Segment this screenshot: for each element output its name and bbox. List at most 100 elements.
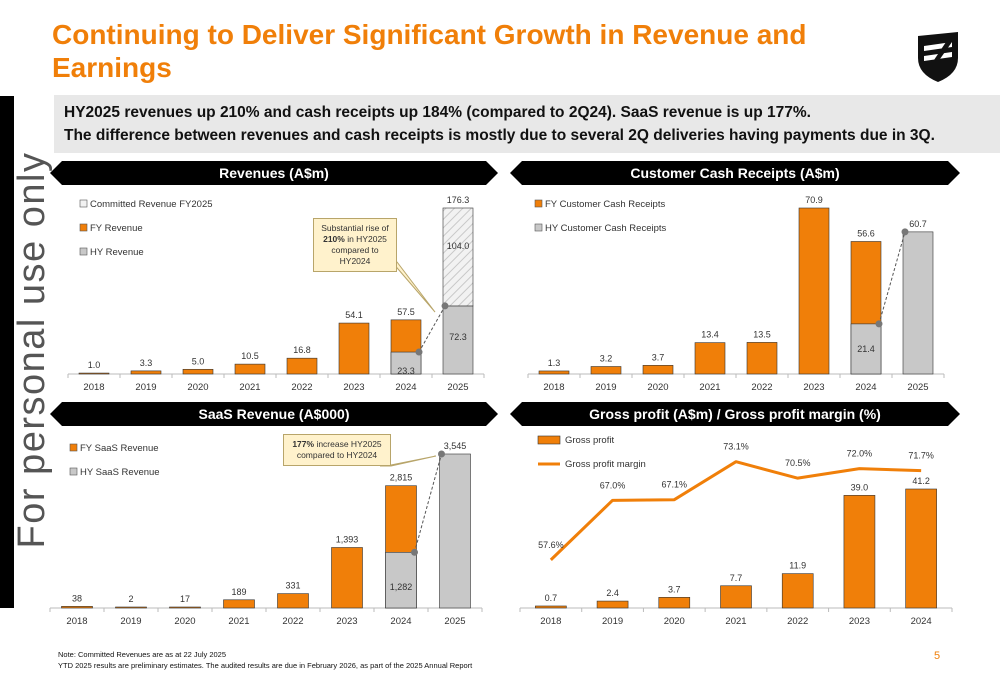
banner-saas: SaaS Revenue (A$000) — [50, 402, 498, 426]
gp-xtick-label-2022: 2022 — [787, 616, 808, 627]
cash-bar-fy-2023 — [798, 207, 830, 375]
gp-margin-label-2021: 73.1% — [723, 442, 749, 452]
rev-xtick-label-2020: 2020 — [187, 382, 208, 393]
gp-xtick-label-2019: 2019 — [602, 616, 623, 627]
gp-label-2023: 39.0 — [851, 482, 869, 492]
rev-legend-swatch-0 — [79, 199, 88, 208]
rev-label-fy-2018: 1.0 — [88, 360, 101, 370]
gp-bar-2021 — [720, 585, 752, 609]
summary-line-2: The difference between revenues and cash… — [64, 127, 935, 144]
rev-xtick-label-2023: 2023 — [343, 382, 364, 393]
cash-bar-fy-2021 — [694, 342, 726, 375]
rev-bar-hy-2024 — [390, 351, 422, 375]
saas-xtick-label-2022: 2022 — [282, 616, 303, 627]
page-number: 5 — [934, 650, 941, 662]
gp-xtick-label-2020: 2020 — [664, 616, 685, 627]
cash-connector-dot-start — [875, 320, 883, 328]
summary-line-1: HY2025 revenues up 210% and cash receipt… — [64, 104, 811, 121]
cash-xtick-label-2018: 2018 — [543, 382, 564, 393]
saas-label-hy-2025: 3,545 — [444, 441, 467, 451]
cash-legend-swatch-1 — [534, 223, 543, 232]
rev-legend-label-0: Committed Revenue FY2025 — [90, 199, 213, 210]
cash-hy-connector — [878, 231, 906, 325]
gp-bar-2020 — [658, 597, 691, 609]
cash-connector-dot-end — [901, 228, 909, 236]
cash-legend-label-0: FY Customer Cash Receipts — [545, 199, 665, 210]
saas-bar-fy-2019 — [115, 606, 147, 609]
gp-label-2024: 41.2 — [912, 476, 930, 486]
cash-xtick-label-2021: 2021 — [699, 382, 720, 393]
rev-legend-swatch-1 — [79, 223, 88, 232]
callout-revenues-post: in HY2025 compared to HY2024 — [331, 234, 387, 266]
saas-legend-label-0: FY SaaS Revenue — [80, 443, 159, 454]
gp-bar-2018 — [535, 605, 567, 609]
gp-margin-label-2020: 67.1% — [662, 480, 688, 490]
saas-bar-fy-2018 — [61, 606, 93, 609]
rev-label-fy-2023: 54.1 — [345, 310, 363, 320]
cash-bar-fy-2018 — [538, 370, 570, 375]
gp-bar-2023 — [843, 495, 876, 609]
rev-bar-fy-2020 — [182, 368, 214, 375]
rev-label-fy-2021: 10.5 — [241, 351, 259, 361]
cash-bar-fy-2020 — [642, 365, 674, 375]
cash-label-fy-2020: 3.7 — [652, 352, 665, 362]
cash-label-fy-2019: 3.2 — [600, 354, 613, 364]
callout-revenues: Substantial rise of 210% in HY2025 compa… — [313, 218, 397, 272]
cash-label-fy-2024: 56.6 — [857, 228, 875, 238]
cash-label-hy-2024: 21.4 — [857, 344, 875, 354]
rev-connector-dot-start — [415, 348, 423, 356]
rev-xtick-label-2025: 2025 — [447, 382, 468, 393]
left-side-bar — [0, 96, 14, 608]
saas-legend-swatch-1 — [69, 467, 78, 476]
rev-legend-swatch-2 — [79, 247, 88, 256]
saas-callout-pointer — [380, 455, 437, 467]
saas-label-fy-2024: 2,815 — [390, 473, 413, 483]
rev-legend-label-1: FY Revenue — [90, 223, 143, 234]
saas-xtick-label-2019: 2019 — [120, 616, 141, 627]
cash-legend-label-1: HY Customer Cash Receipts — [545, 223, 667, 234]
rev-bar-fy-2019 — [130, 370, 162, 375]
summary-band — [54, 95, 1000, 153]
saas-label-fy-2022: 331 — [285, 581, 300, 591]
footnote-2: YTD 2025 results are preliminary estimat… — [58, 661, 473, 670]
rev-bar-fy-2021 — [234, 363, 266, 375]
cash-xtick-label-2025: 2025 — [907, 382, 928, 393]
rev-label-fy-2019: 3.3 — [140, 358, 153, 368]
gp-label-2022: 11.9 — [789, 561, 806, 571]
saas-bar-fy-2020 — [169, 606, 201, 609]
saas-xtick-label-2025: 2025 — [444, 616, 465, 627]
gp-margin-label-2024: 71.7% — [908, 451, 934, 461]
cash-bar-hy-2025 — [902, 231, 934, 375]
rev-hy-connector — [418, 305, 446, 353]
callout-saas-bold: 177% — [292, 439, 315, 449]
cash-label-fy-2023: 70.9 — [805, 195, 823, 205]
gp-margin-label-2019: 67.0% — [600, 480, 626, 490]
saas-xtick-label-2023: 2023 — [336, 616, 357, 627]
saas-bar-fy-2022 — [277, 593, 309, 609]
saas-legend-swatch-0 — [69, 443, 78, 452]
rev-xtick-label-2022: 2022 — [291, 382, 312, 393]
rev-label-total-2025: 176.3 — [447, 195, 470, 205]
cash-label-fy-2022: 13.5 — [753, 329, 771, 339]
saas-legend-label-1: HY SaaS Revenue — [80, 467, 160, 478]
gp-xtick-label-2018: 2018 — [540, 616, 561, 627]
cash-xtick-label-2019: 2019 — [595, 382, 616, 393]
cash-xtick-label-2023: 2023 — [803, 382, 824, 393]
saas-label-fy-2018: 38 — [72, 593, 82, 603]
shield-logo-icon — [918, 32, 958, 82]
gp-bar-2022 — [781, 573, 814, 609]
rev-connector-dot-end — [441, 302, 449, 310]
rev-label-fy-2024: 57.5 — [397, 307, 415, 317]
saas-connector-dot-start — [411, 548, 418, 556]
saas-label-fy-2021: 189 — [231, 587, 246, 597]
footnote-1: Note: Committed Revenues are as at 22 Ju… — [58, 650, 227, 659]
gp-xtick-label-2023: 2023 — [849, 616, 870, 627]
rev-bar-fy-2022 — [286, 357, 318, 375]
rev-bar-hy-2025 — [442, 305, 474, 375]
banner-gross-profit: Gross profit (A$m) / Gross profit margin… — [510, 402, 960, 426]
cash-label-fy-2018: 1.3 — [548, 358, 561, 368]
gp-label-2021: 7.7 — [730, 573, 743, 583]
gp-margin-line — [549, 460, 922, 561]
